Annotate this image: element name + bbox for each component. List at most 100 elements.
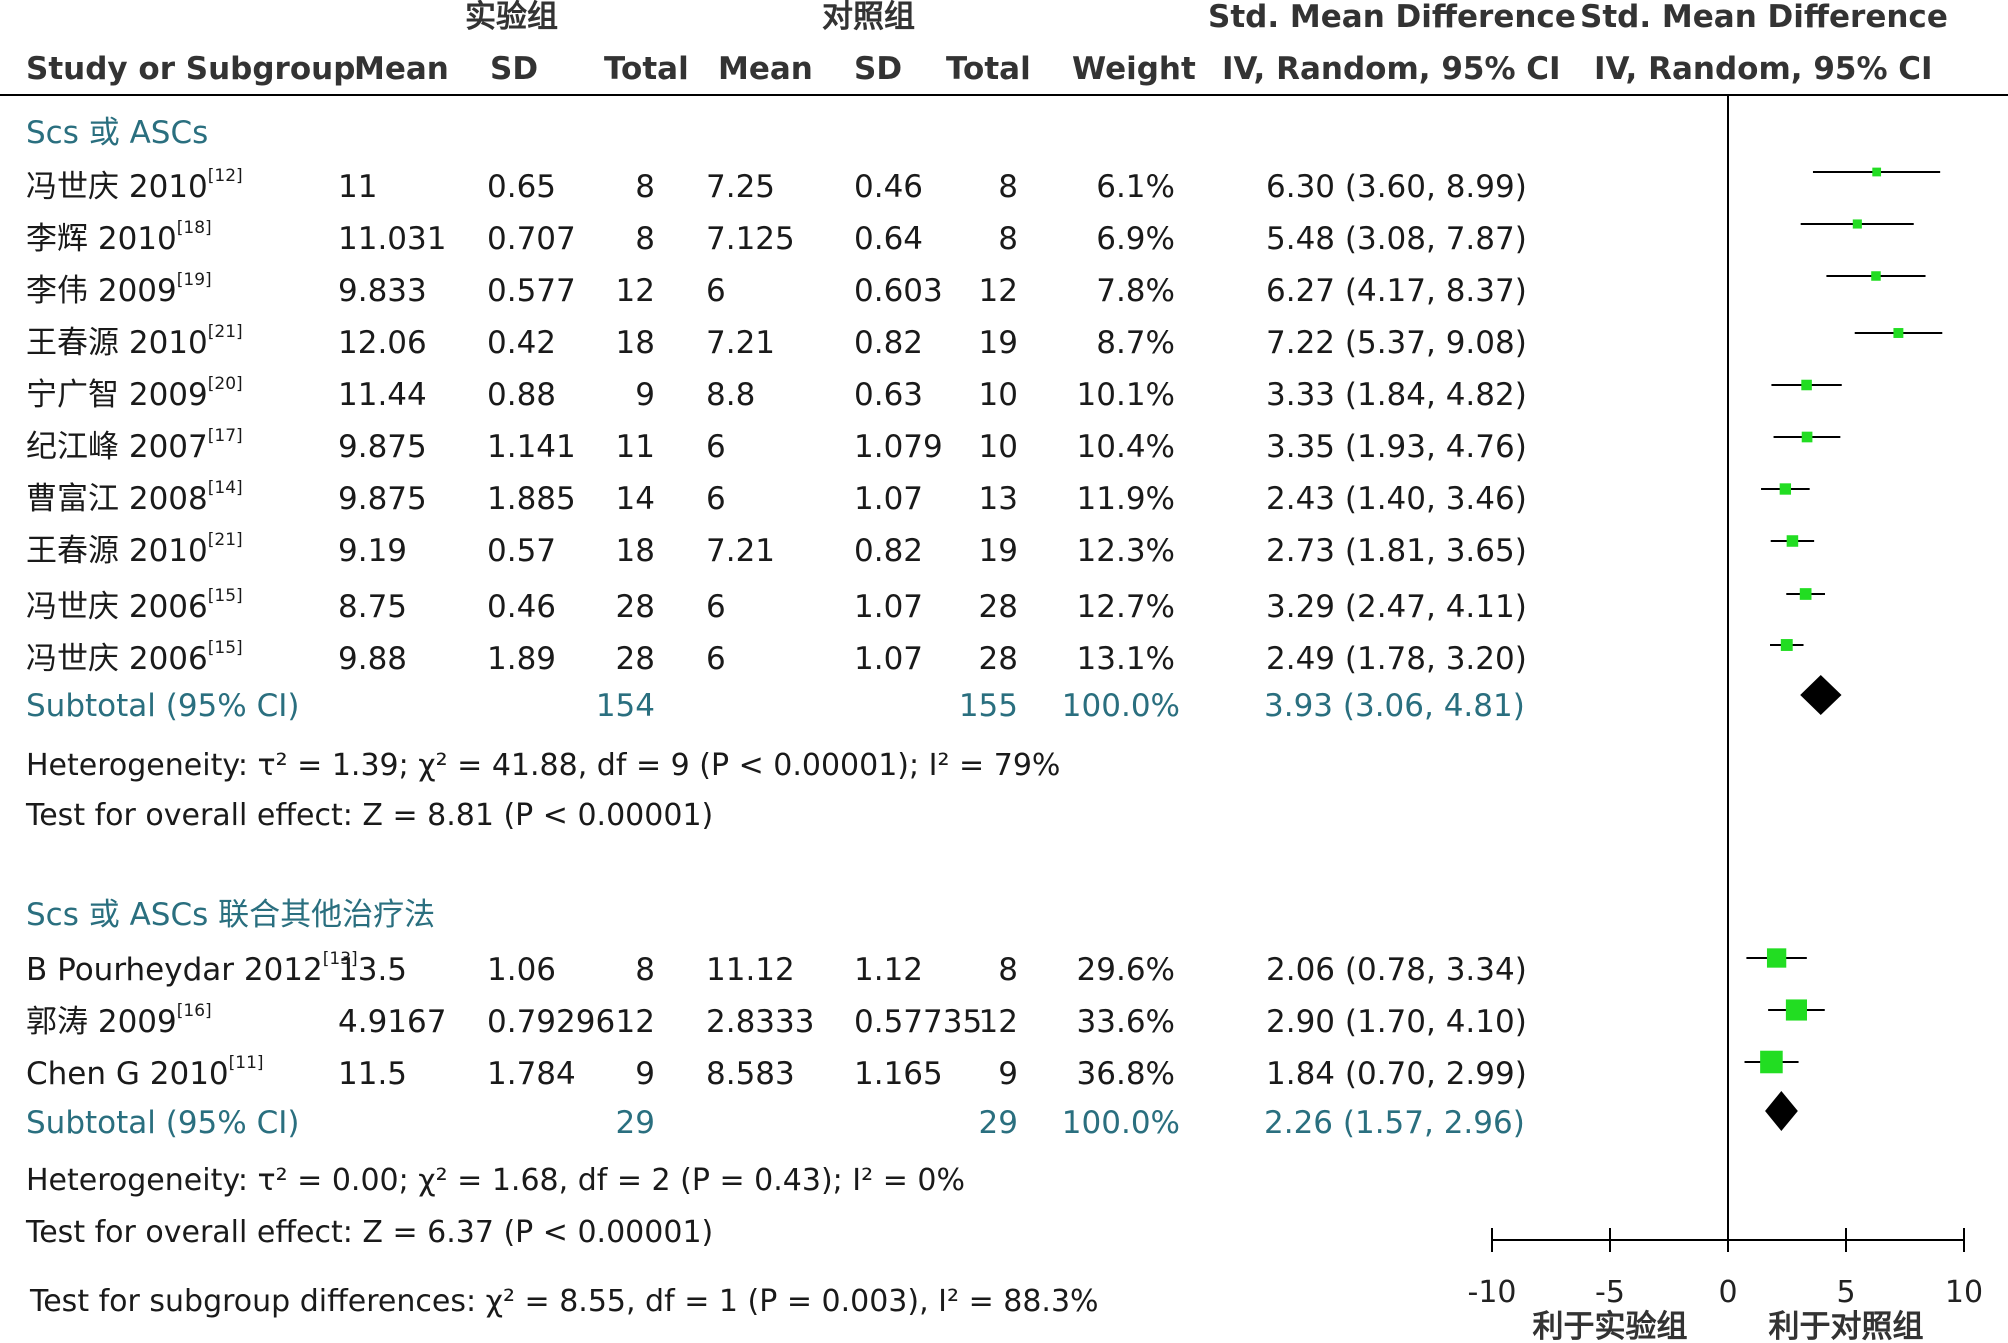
exp-mean: 9.875: [338, 429, 427, 465]
subgroup-2-title: Scs 或 ASCs 联合其他治疗法: [26, 897, 436, 933]
exp-sd: 0.46: [487, 589, 557, 625]
reference-number: [19]: [176, 270, 212, 290]
weight: 33.6%: [1076, 1004, 1175, 1040]
header-divider: [0, 94, 2008, 96]
study-name: 曹富江 2008[14]: [26, 480, 243, 515]
ctrl-mean: 6: [706, 429, 726, 465]
reference-number: [20]: [207, 374, 243, 394]
study-marker: [1766, 948, 1787, 968]
ci-value: 3.29 (2.47, 4.11): [1266, 589, 1527, 625]
subtotal-exp-total: 154: [595, 688, 655, 724]
exp-total: 9: [635, 1056, 655, 1092]
study-marker: [1760, 1050, 1783, 1074]
weight: 6.9%: [1096, 221, 1175, 257]
heterogeneity-2: Heterogeneity: τ² = 0.00; χ² = 1.68, df …: [26, 1163, 965, 1198]
col-exp-total: Total: [604, 51, 689, 87]
reference-number: [15]: [207, 586, 243, 606]
ctrl-total: 8: [998, 169, 1018, 205]
ctrl-sd: 0.63: [854, 377, 924, 413]
subtotal-label: Subtotal (95% CI): [26, 1105, 300, 1141]
weight: 12.3%: [1076, 533, 1175, 569]
col-study: Study or Subgroup: [26, 51, 356, 87]
exp-mean: 12.06: [338, 325, 427, 361]
study-marker: [1872, 167, 1882, 177]
x-tick-label: 0: [1718, 1275, 1737, 1310]
smd-header-table: Std. Mean Difference: [1208, 0, 1576, 35]
ctrl-total: 28: [978, 641, 1018, 677]
ctrl-sd: 1.165: [854, 1056, 943, 1092]
ctrl-sd: 1.07: [854, 641, 924, 677]
ctrl-total: 12: [978, 1004, 1018, 1040]
exp-sd: 1.89: [487, 641, 557, 677]
study-label: 冯世庆 2006: [26, 641, 208, 677]
ctrl-total: 8: [998, 221, 1018, 257]
exp-total: 28: [615, 589, 655, 625]
ctrl-sd: 0.603: [854, 273, 943, 309]
ctrl-total: 19: [978, 325, 1018, 361]
study-label: 纪江峰 2007: [26, 429, 208, 465]
ci-value: 7.22 (5.37, 9.08): [1266, 325, 1527, 361]
ci-value: 3.35 (1.93, 4.76): [1266, 429, 1527, 465]
subgroup-1-title: Scs 或 ASCs: [26, 115, 209, 151]
study-name: 冯世庆 2006[15]: [26, 640, 243, 677]
exp-sd: 0.65: [487, 169, 557, 205]
study-marker: [1779, 483, 1792, 495]
ctrl-mean: 11.12: [706, 952, 795, 988]
exp-mean: 11: [338, 169, 378, 205]
col-exp-mean: Mean: [354, 51, 449, 87]
col-ctrl-total: Total: [946, 51, 1031, 87]
col-ctrl-sd: SD: [854, 51, 903, 87]
col-exp-sd: SD: [490, 51, 539, 87]
exp-sd: 0.88: [487, 377, 557, 413]
reference-number: [11]: [228, 1053, 264, 1073]
exp-total: 11: [615, 429, 655, 465]
subtotal-ci: 3.93 (3.06, 4.81): [1264, 688, 1525, 724]
smd-header-plot: Std. Mean Difference: [1580, 0, 1948, 35]
exp-total: 18: [615, 325, 655, 361]
study-name: 王春源 2010[21]: [26, 532, 243, 569]
ctrl-mean: 6: [706, 641, 726, 677]
study-label: 李辉 2010: [26, 221, 177, 257]
weight: 36.8%: [1076, 1056, 1175, 1092]
weight: 12.7%: [1076, 589, 1175, 625]
study-name: 李伟 2009[19]: [26, 272, 212, 309]
study-name: 宁广智 2009[20]: [26, 376, 243, 411]
exp-mean: 4.9167: [338, 1004, 447, 1040]
study-marker: [1801, 431, 1813, 443]
ctrl-mean: 6: [706, 589, 726, 625]
ci-value: 2.43 (1.40, 3.46): [1266, 481, 1527, 517]
reference-number: [16]: [176, 1001, 212, 1021]
ctrl-total: 9: [998, 1056, 1018, 1092]
ctrl-mean: 7.21: [706, 325, 776, 361]
reference-number: [21]: [207, 530, 243, 550]
favours-right-label: 利于对照组: [1769, 1309, 1924, 1343]
exp-sd: 1.885: [487, 481, 576, 517]
overall-effect-2: Test for overall effect: Z = 6.37 (P < 0…: [26, 1215, 714, 1250]
exp-mean: 8.75: [338, 589, 408, 625]
col-ctrl-mean: Mean: [718, 51, 813, 87]
exp-total: 28: [615, 641, 655, 677]
weight: 6.1%: [1096, 169, 1175, 205]
ctrl-mean: 7.21: [706, 533, 776, 569]
study-name: 王春源 2010[21]: [26, 324, 243, 359]
subtotal-label: Subtotal (95% CI): [26, 688, 300, 724]
study-label: 冯世庆 2010: [26, 169, 208, 205]
study-marker: [1780, 639, 1793, 651]
exp-mean: 9.875: [338, 481, 427, 517]
control-group-header: 对照组: [822, 0, 915, 35]
study-name: 郭涛 2009[16]: [26, 1003, 212, 1038]
ci-value: 6.30 (3.60, 8.99): [1266, 169, 1527, 205]
ci-value: 2.49 (1.78, 3.20): [1266, 641, 1527, 677]
weight: 11.9%: [1076, 481, 1175, 517]
exp-mean: 11.5: [338, 1056, 408, 1092]
ctrl-mean: 8.583: [706, 1056, 795, 1092]
study-label: 李伟 2009: [26, 273, 177, 309]
study-marker: [1785, 999, 1807, 1021]
subtotal-exp-total: 29: [615, 1105, 655, 1141]
study-name: 冯世庆 2006[15]: [26, 588, 243, 623]
study-name: 纪江峰 2007[17]: [26, 428, 243, 465]
exp-mean: 9.833: [338, 273, 427, 309]
study-label: 王春源 2010: [26, 533, 208, 569]
exp-total: 14: [615, 481, 655, 517]
ctrl-sd: 0.64: [854, 221, 924, 257]
